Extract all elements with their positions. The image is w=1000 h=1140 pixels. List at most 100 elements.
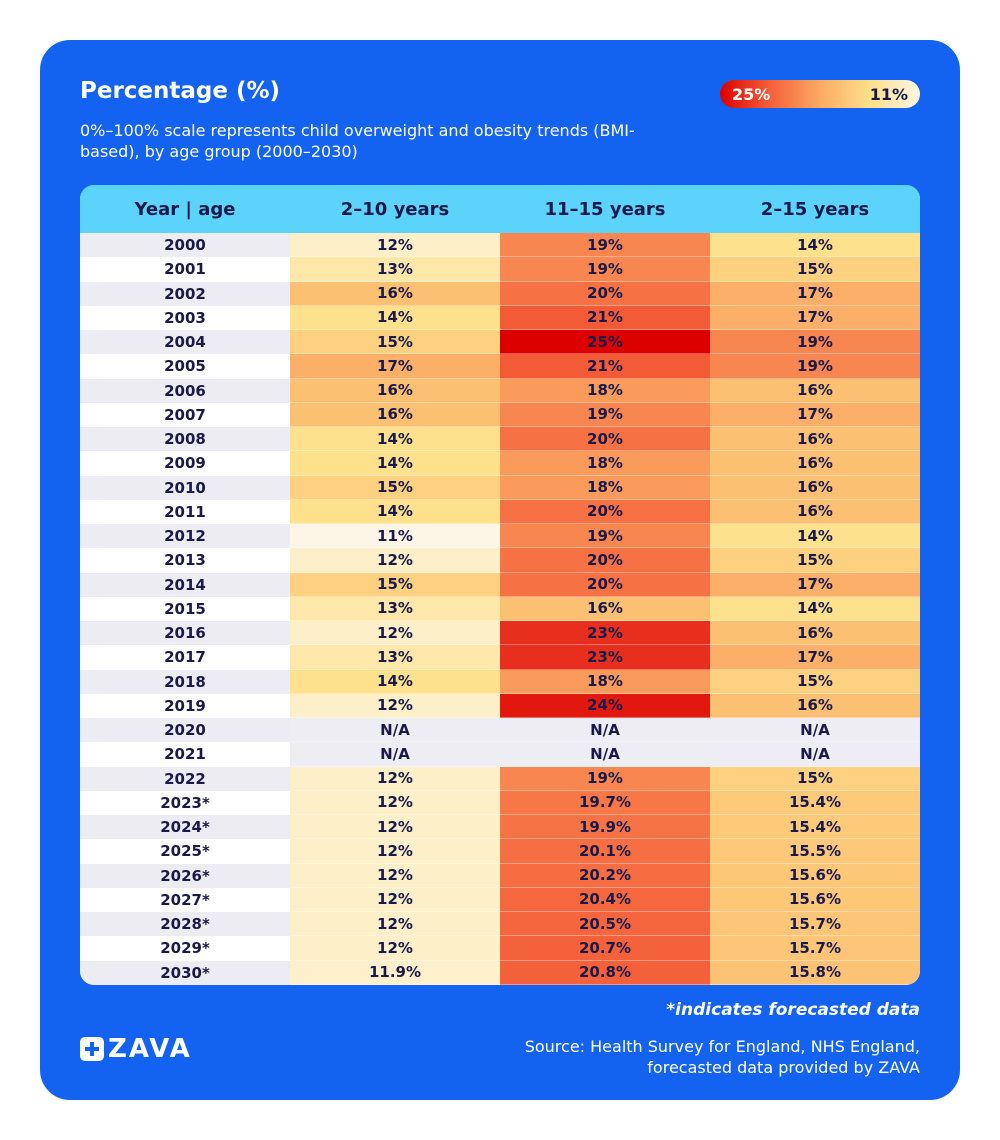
- value-cell: 21%: [500, 305, 710, 330]
- table-row: 2002 16% 20% 17%: [80, 281, 920, 306]
- value-cell: 20.1%: [500, 839, 710, 864]
- value-cell: 14%: [290, 451, 500, 476]
- value-cell: 20%: [500, 281, 710, 306]
- value-cell: 15.6%: [710, 887, 920, 912]
- legend-high: 25%: [732, 84, 771, 104]
- table-row: 2001 13% 19% 15%: [80, 257, 920, 282]
- year-cell: 2004: [80, 330, 290, 355]
- value-cell: N/A: [290, 718, 500, 743]
- year-cell: 2008: [80, 427, 290, 452]
- value-cell: 20.4%: [500, 887, 710, 912]
- year-cell: 2001: [80, 257, 290, 282]
- value-cell: N/A: [290, 742, 500, 767]
- value-cell: 12%: [290, 839, 500, 864]
- value-cell: 15%: [710, 548, 920, 573]
- logo-icon: [80, 1037, 104, 1061]
- year-cell: 2012: [80, 524, 290, 549]
- value-cell: 18%: [500, 378, 710, 403]
- value-cell: 18%: [500, 669, 710, 694]
- value-cell: 16%: [710, 475, 920, 500]
- value-cell: 15.7%: [710, 912, 920, 937]
- value-cell: 18%: [500, 475, 710, 500]
- year-cell: 2028*: [80, 912, 290, 937]
- value-cell: 12%: [290, 548, 500, 573]
- value-cell: 14%: [710, 233, 920, 258]
- table-row: 2016 12% 23% 16%: [80, 621, 920, 646]
- table-row: 2007 16% 19% 17%: [80, 402, 920, 427]
- year-cell: 2027*: [80, 887, 290, 912]
- value-cell: 12%: [290, 912, 500, 937]
- value-cell: 19%: [500, 524, 710, 549]
- value-cell: 20.2%: [500, 863, 710, 888]
- value-cell: 16%: [710, 451, 920, 476]
- header-row: Year | age 2–10 years 11–15 years 2–15 year…: [80, 185, 920, 233]
- table-row: 2006 16% 18% 16%: [80, 378, 920, 403]
- table-row: 2018 14% 18% 15%: [80, 669, 920, 694]
- value-cell: 16%: [710, 427, 920, 452]
- column-header: 11–15 years: [500, 185, 710, 233]
- value-cell: 13%: [290, 596, 500, 621]
- table-row: 2026* 12% 20.2% 15.6%: [80, 863, 920, 888]
- value-cell: 25%: [500, 330, 710, 355]
- value-cell: N/A: [710, 742, 920, 767]
- color-legend: 25% 11%: [720, 80, 920, 108]
- value-cell: 17%: [710, 305, 920, 330]
- column-header: 2–15 years: [710, 185, 920, 233]
- value-cell: 17%: [710, 402, 920, 427]
- column-header: Year | age: [80, 185, 290, 233]
- value-cell: N/A: [710, 718, 920, 743]
- value-cell: 20.8%: [500, 960, 710, 985]
- year-cell: 2020: [80, 718, 290, 743]
- value-cell: 12%: [290, 621, 500, 646]
- value-cell: 17%: [710, 645, 920, 670]
- value-cell: 20%: [500, 572, 710, 597]
- value-cell: 16%: [290, 281, 500, 306]
- table-row: 2015 13% 16% 14%: [80, 596, 920, 621]
- value-cell: 15%: [710, 257, 920, 282]
- year-cell: 2019: [80, 693, 290, 718]
- value-cell: 16%: [500, 596, 710, 621]
- value-cell: 14%: [290, 669, 500, 694]
- value-cell: N/A: [500, 718, 710, 743]
- table-row: 2024* 12% 19.9% 15.4%: [80, 815, 920, 840]
- year-cell: 2009: [80, 451, 290, 476]
- table-row: 2013 12% 20% 15%: [80, 548, 920, 573]
- value-cell: 16%: [710, 378, 920, 403]
- value-cell: 15.7%: [710, 936, 920, 961]
- value-cell: 15%: [710, 669, 920, 694]
- value-cell: 24%: [500, 693, 710, 718]
- value-cell: 17%: [290, 354, 500, 379]
- value-cell: 23%: [500, 645, 710, 670]
- value-cell: 15.4%: [710, 790, 920, 815]
- value-cell: 15%: [290, 572, 500, 597]
- value-cell: 12%: [290, 766, 500, 791]
- value-cell: 19%: [500, 233, 710, 258]
- year-cell: 2002: [80, 281, 290, 306]
- source: Source: Health Survey for England, NHS E…: [524, 1037, 920, 1077]
- subtitle: 0%–100% scale represents child overweigh…: [80, 121, 635, 161]
- year-cell: 2023*: [80, 790, 290, 815]
- card: Percentage (%) 0%–100% scale represents …: [40, 40, 960, 1100]
- value-cell: 19.7%: [500, 790, 710, 815]
- year-cell: 2011: [80, 499, 290, 524]
- value-cell: 20%: [500, 427, 710, 452]
- value-cell: 20.5%: [500, 912, 710, 937]
- column-header: 2–10 years: [290, 185, 500, 233]
- title: Percentage (%): [80, 78, 281, 104]
- footnote: *indicates forecasted data: [666, 1000, 920, 1020]
- table-row: 2017 13% 23% 17%: [80, 645, 920, 670]
- value-cell: 14%: [290, 305, 500, 330]
- value-cell: 20.7%: [500, 936, 710, 961]
- year-cell: 2030*: [80, 960, 290, 985]
- value-cell: 21%: [500, 354, 710, 379]
- value-cell: 12%: [290, 815, 500, 840]
- value-cell: 11%: [290, 524, 500, 549]
- table-row: 2011 14% 20% 16%: [80, 499, 920, 524]
- value-cell: 12%: [290, 936, 500, 961]
- value-cell: 19%: [710, 330, 920, 355]
- value-cell: N/A: [500, 742, 710, 767]
- legend-low: 11%: [869, 84, 908, 104]
- value-cell: 19%: [710, 354, 920, 379]
- value-cell: 12%: [290, 790, 500, 815]
